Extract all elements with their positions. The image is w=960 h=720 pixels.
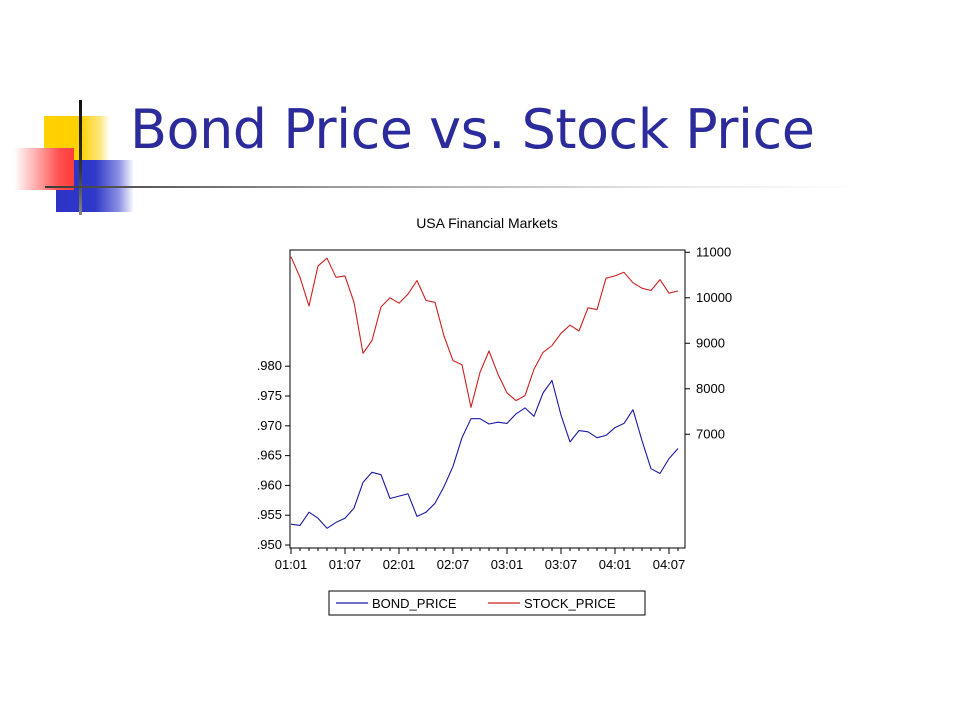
legend-label-bond: BOND_PRICE <box>372 596 457 611</box>
legend-label-stock: STOCK_PRICE <box>524 596 616 611</box>
x-axis-tick-label: 04:07 <box>653 557 686 572</box>
chart-title: USA Financial Markets <box>416 215 558 231</box>
right-y-axis: 7000 8000 9000 10000 11000 <box>685 244 732 441</box>
decoration-red-square <box>14 148 74 190</box>
left-axis-tick-label: .980 <box>257 358 282 373</box>
x-axis-tick-label: 03:07 <box>545 557 578 572</box>
x-axis-tick-label: 02:07 <box>437 557 470 572</box>
left-axis-tick-label: .950 <box>257 537 282 552</box>
right-axis-tick-label: 7000 <box>696 426 725 441</box>
slide-title: Bond Price vs. Stock Price <box>130 98 815 161</box>
left-axis-tick-label: .965 <box>257 448 282 463</box>
series-layer <box>290 256 679 529</box>
left-axis-tick-label: .975 <box>257 388 282 403</box>
left-axis-tick-label: .955 <box>257 507 282 522</box>
series-line-bond-price <box>290 379 679 529</box>
left-axis-tick-label: .960 <box>257 477 282 492</box>
legend-box <box>328 590 646 616</box>
right-axis-tick-label: 9000 <box>696 335 725 350</box>
x-axis-tick-label: 04:01 <box>599 557 632 572</box>
left-axis-tick-label: .970 <box>257 418 282 433</box>
left-y-axis: .950 .955 .960 .965 .970 .975 .980 <box>257 358 290 552</box>
x-axis-tick-label: 01:07 <box>329 557 362 572</box>
x-axis-tick-label: 03:01 <box>491 557 524 572</box>
right-axis-tick-label: 8000 <box>696 381 725 396</box>
x-axis: 01:01 01:07 02:01 02:07 03:01 03:07 04:01 04:07 <box>275 548 686 572</box>
right-axis-tick-label: 11000 <box>696 244 731 259</box>
x-axis-tick-label: 01:01 <box>275 557 308 572</box>
x-axis-tick-label: 02:01 <box>383 557 416 572</box>
plot-area <box>289 249 686 549</box>
chart-legend: BOND_PRICE STOCK_PRICE <box>328 590 646 616</box>
series-line-stock-price <box>290 256 679 408</box>
decoration-vertical-line <box>79 100 82 215</box>
right-axis-tick-label: 10000 <box>696 290 732 305</box>
title-underline <box>45 186 865 188</box>
